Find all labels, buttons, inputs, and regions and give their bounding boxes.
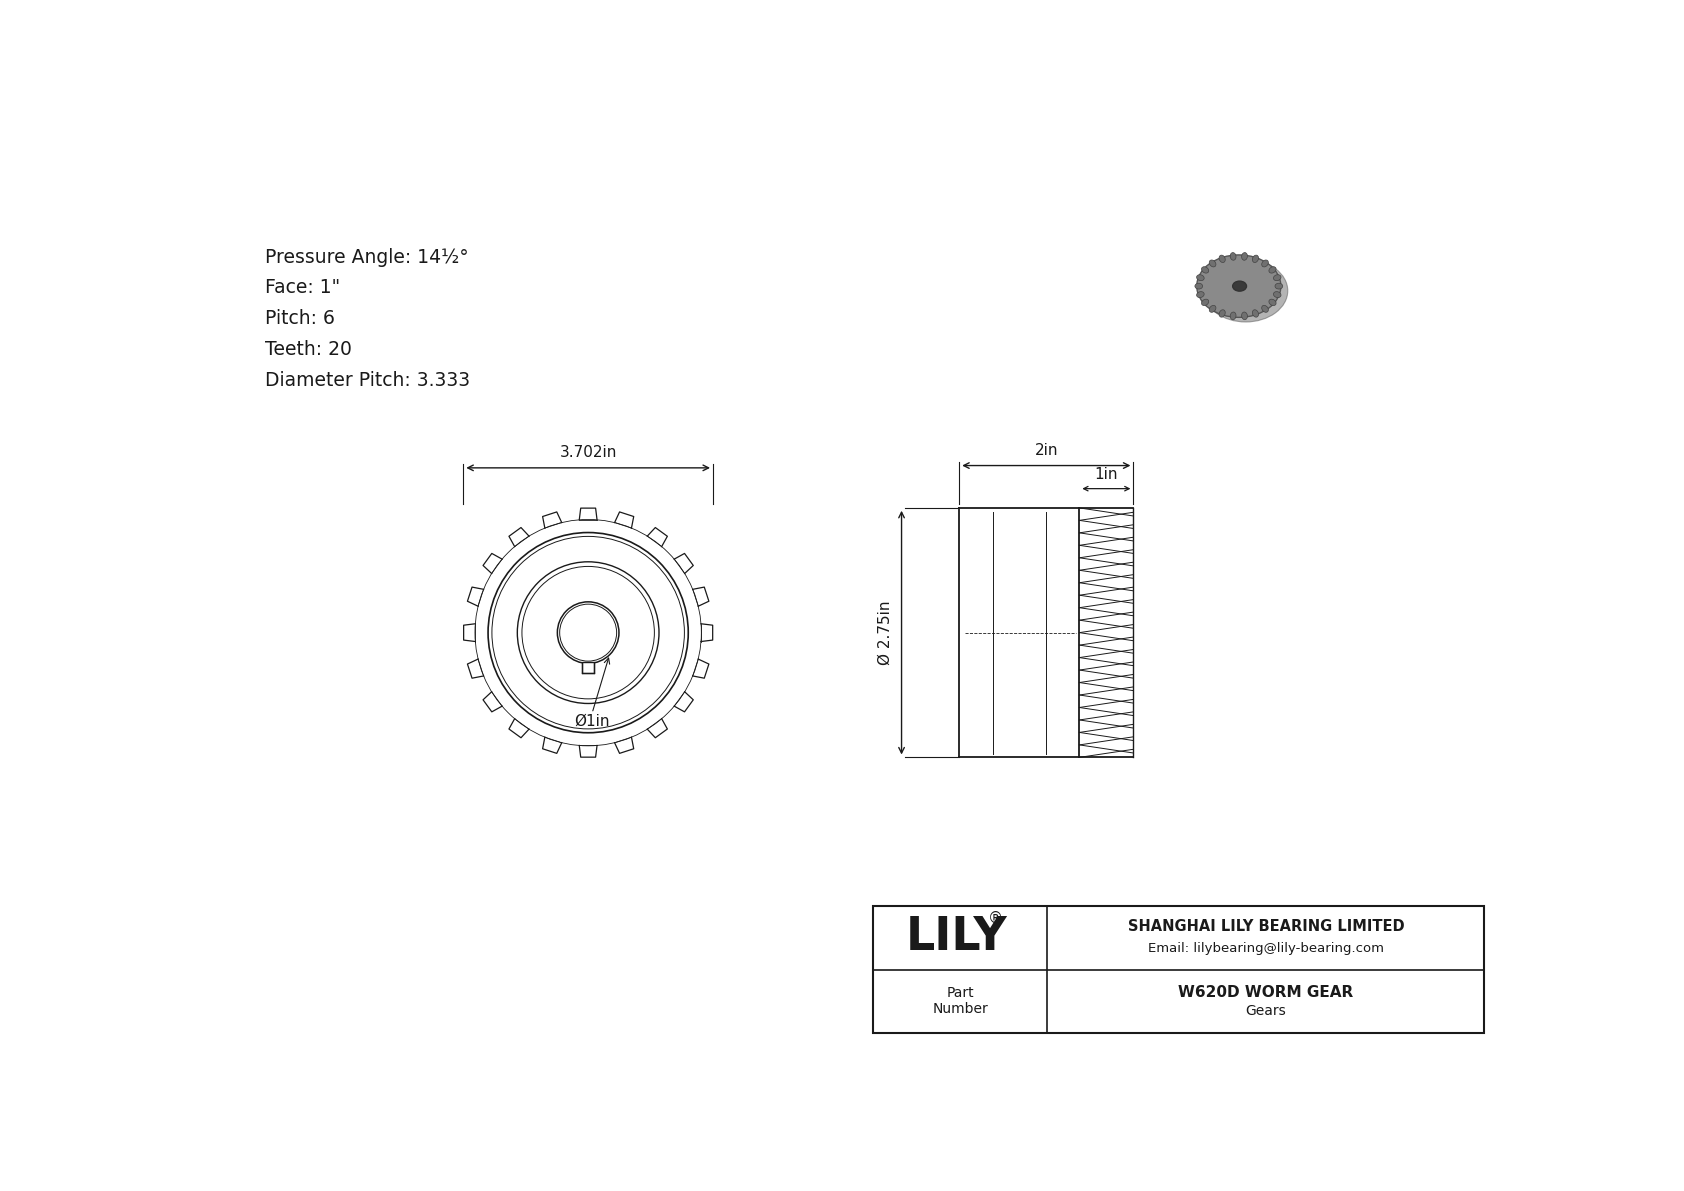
Ellipse shape: [1241, 312, 1248, 319]
Text: W620D WORM GEAR: W620D WORM GEAR: [1179, 985, 1354, 999]
Text: Pitch: 6: Pitch: 6: [264, 310, 335, 329]
Ellipse shape: [1275, 283, 1283, 289]
Text: ®: ®: [989, 911, 1004, 927]
Ellipse shape: [1231, 312, 1236, 319]
Ellipse shape: [1197, 255, 1282, 317]
Text: Teeth: 20: Teeth: 20: [264, 341, 352, 358]
Bar: [583, 662, 594, 673]
Bar: [872, 906, 1484, 1033]
Text: Email: lilybearing@lily-bearing.com: Email: lilybearing@lily-bearing.com: [1148, 942, 1384, 955]
Text: LILY: LILY: [906, 915, 1007, 960]
Ellipse shape: [1231, 252, 1236, 261]
Ellipse shape: [1270, 267, 1276, 273]
Text: 2in: 2in: [1034, 443, 1058, 457]
Text: Pressure Angle: 14½°: Pressure Angle: 14½°: [264, 248, 468, 267]
Ellipse shape: [1253, 255, 1258, 262]
Ellipse shape: [1197, 292, 1204, 298]
Ellipse shape: [1273, 292, 1282, 298]
Text: Gears: Gears: [1246, 1004, 1287, 1017]
Text: Ø 2.75in: Ø 2.75in: [877, 600, 893, 665]
Ellipse shape: [1201, 267, 1209, 273]
Text: Part
Number: Part Number: [933, 986, 989, 1016]
Ellipse shape: [1241, 252, 1248, 261]
Ellipse shape: [1219, 255, 1226, 262]
Ellipse shape: [1253, 310, 1258, 317]
Ellipse shape: [1261, 260, 1268, 267]
Text: Diameter Pitch: 3.333: Diameter Pitch: 3.333: [264, 370, 470, 389]
Ellipse shape: [1196, 283, 1202, 289]
Ellipse shape: [1270, 299, 1276, 306]
Ellipse shape: [1209, 305, 1216, 312]
Ellipse shape: [1219, 310, 1226, 317]
Ellipse shape: [1201, 299, 1209, 306]
Ellipse shape: [1261, 305, 1268, 312]
Ellipse shape: [1209, 260, 1216, 267]
Ellipse shape: [1233, 281, 1246, 291]
Text: Ø1in: Ø1in: [574, 713, 610, 729]
Text: 1in: 1in: [1095, 468, 1118, 482]
Ellipse shape: [1273, 275, 1282, 281]
Ellipse shape: [1197, 275, 1204, 281]
Text: SHANGHAI LILY BEARING LIMITED: SHANGHAI LILY BEARING LIMITED: [1128, 919, 1404, 935]
Text: 3.702in: 3.702in: [559, 445, 616, 460]
Text: Face: 1": Face: 1": [264, 279, 340, 298]
Ellipse shape: [1204, 260, 1288, 322]
